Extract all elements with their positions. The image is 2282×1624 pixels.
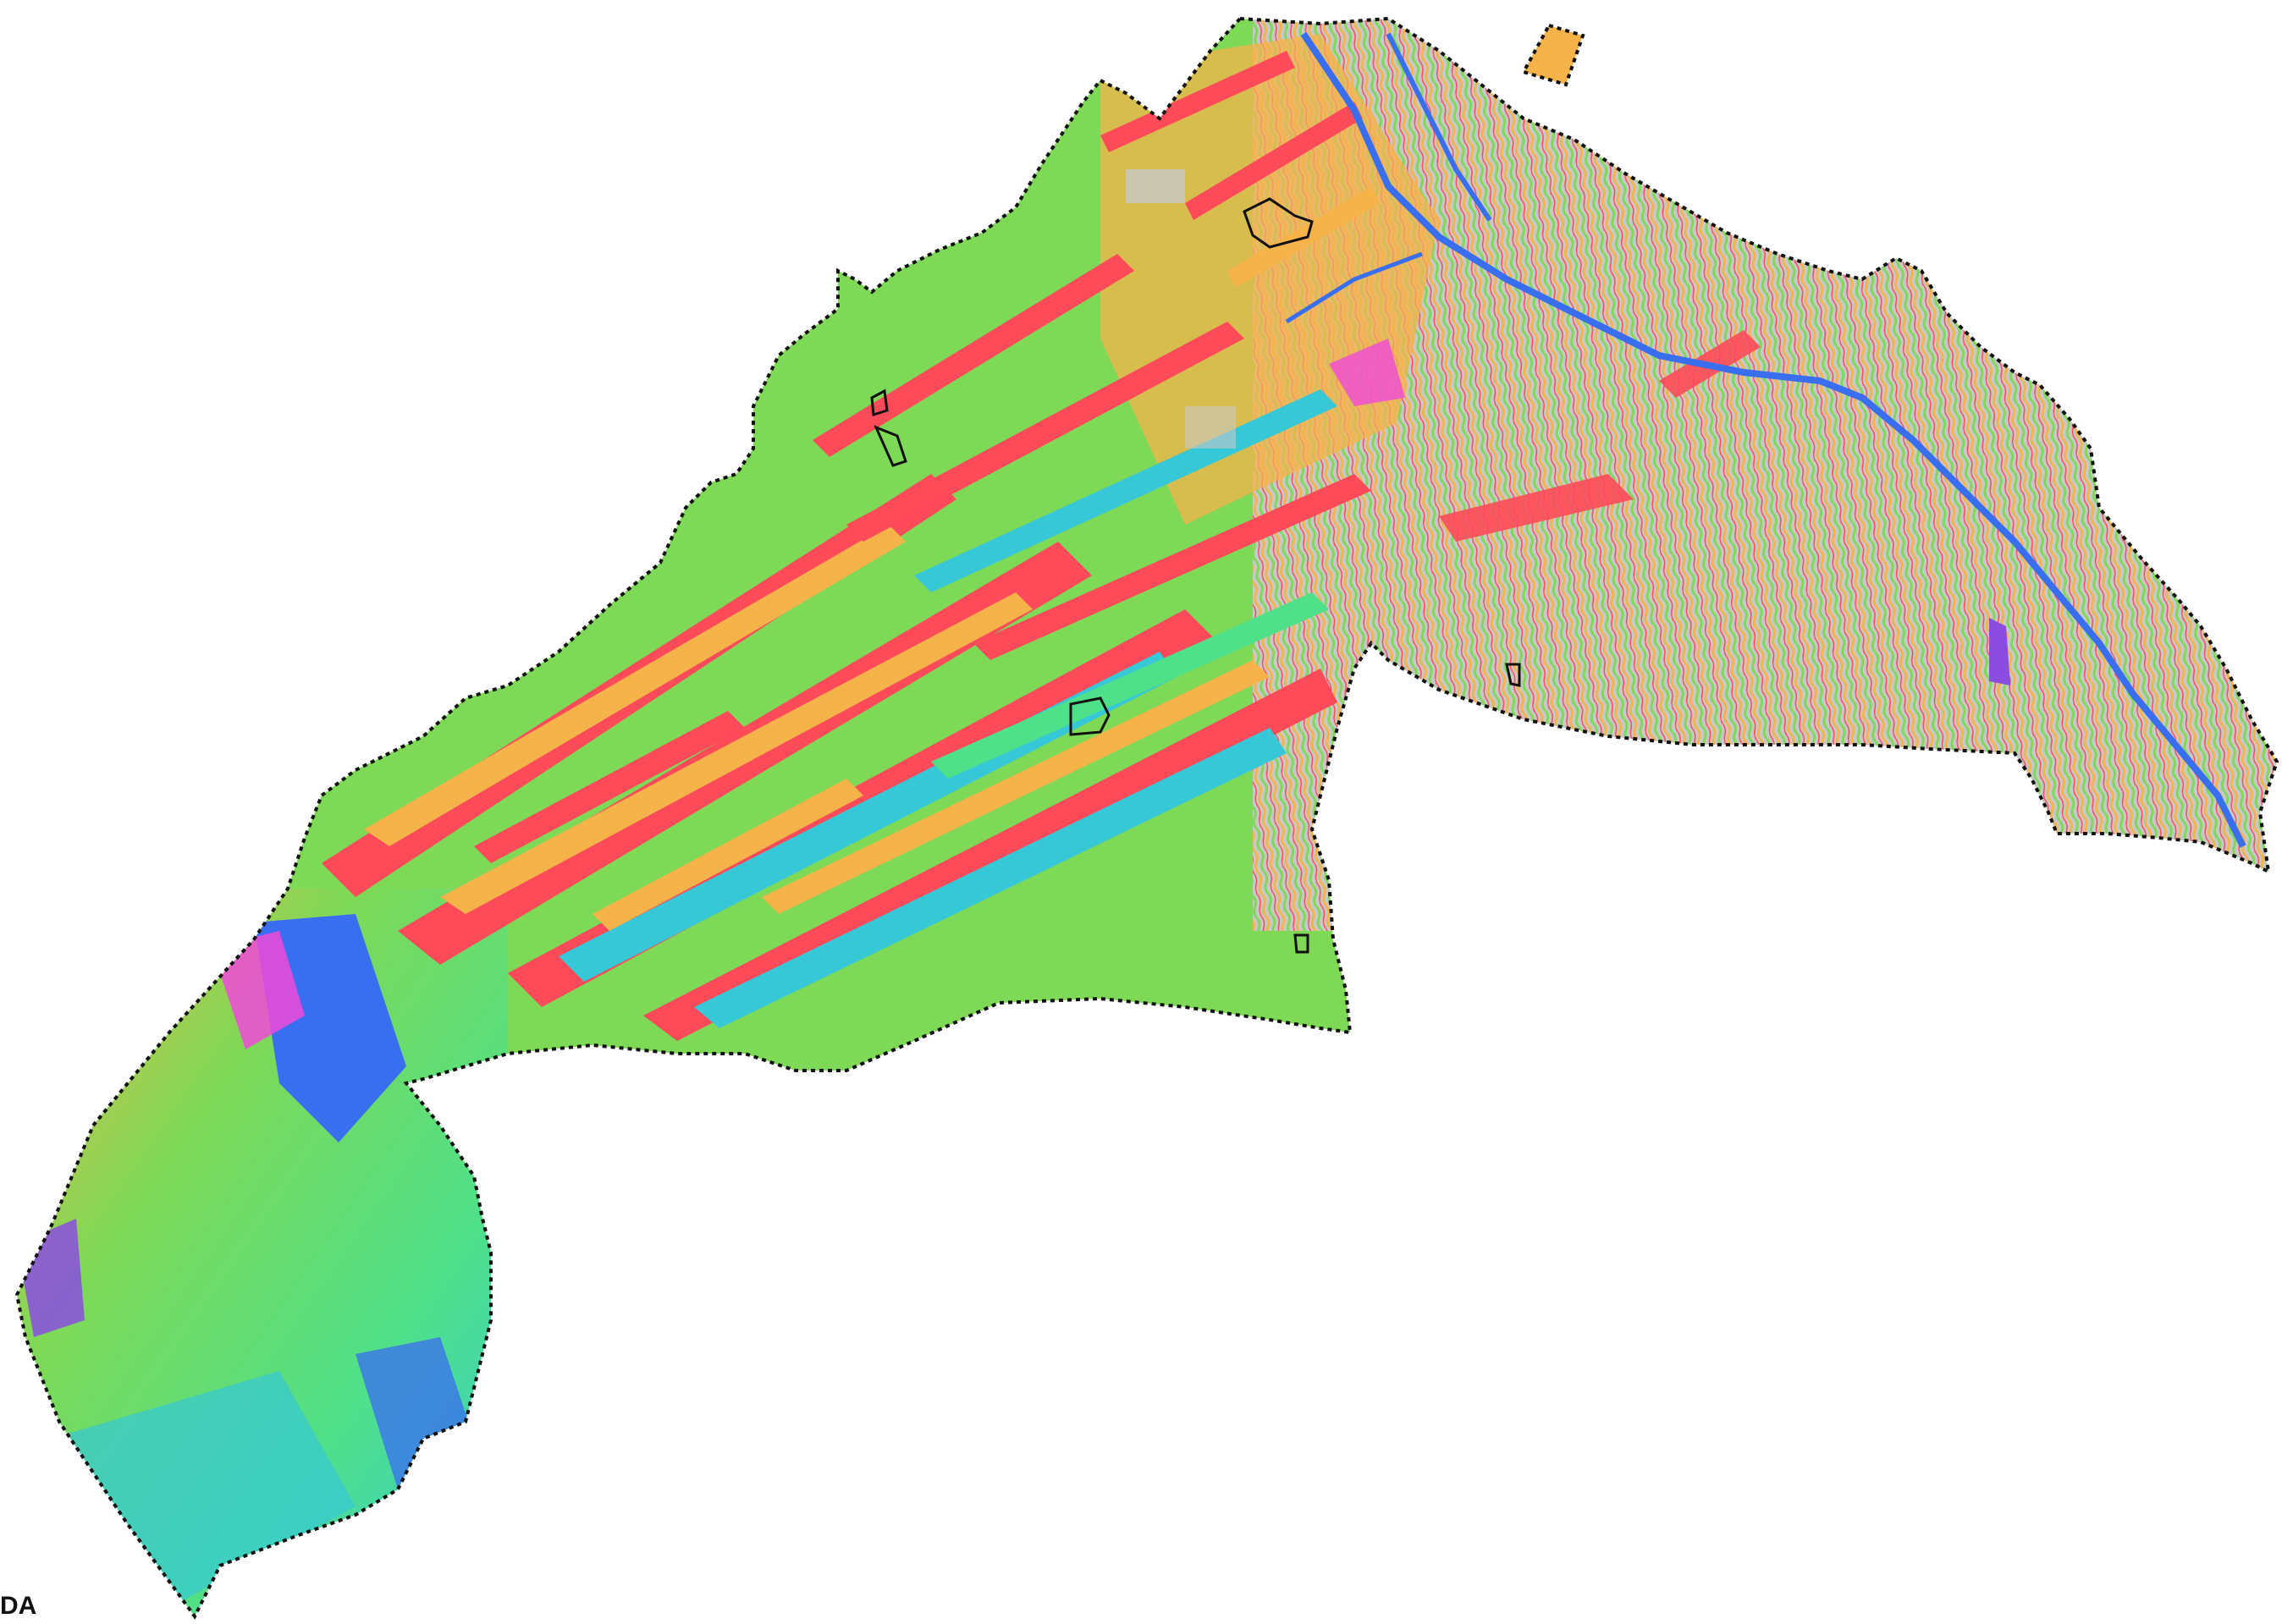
map-corner-label: DA [0,1591,36,1621]
flat-contour-zone [1253,0,2282,931]
clearing-flat [1185,406,1236,449]
settlement-flat [1126,169,1185,203]
detached-parcel [1524,25,1583,85]
